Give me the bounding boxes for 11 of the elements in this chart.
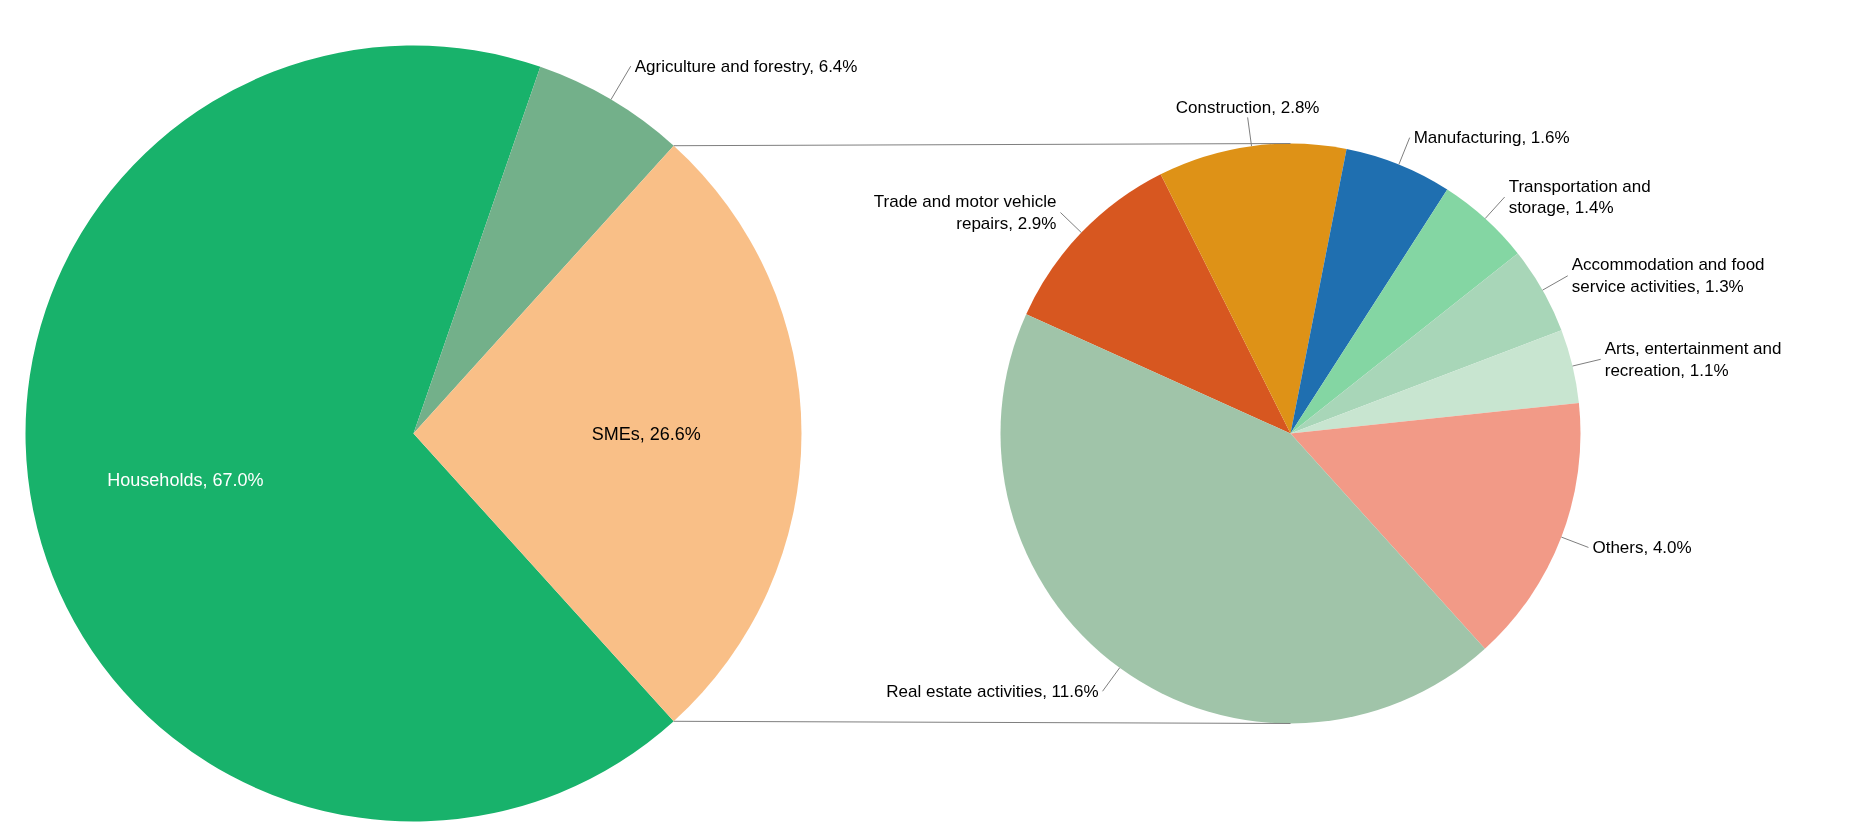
slice-label: Agriculture and forestry, 6.4% bbox=[634, 56, 858, 76]
slice-label: Transportation and storage, 1.4% bbox=[1508, 176, 1651, 218]
slice-label: Real estate activities, 11.6% bbox=[886, 681, 1099, 701]
slice-label: SMEs, 26.6% bbox=[591, 423, 701, 444]
slice-label: Construction, 2.8% bbox=[1175, 98, 1320, 118]
slice-label: Others, 4.0% bbox=[1592, 537, 1692, 557]
slice-label: Trade and motor vehicle repairs, 2.9% bbox=[873, 192, 1057, 233]
slice-label: Manufacturing, 1.6% bbox=[1413, 128, 1570, 148]
slice-label: Accommodation and food service activities, 1.3% bbox=[1571, 255, 1765, 297]
slice-label: Arts, entertainment and recreation, 1.1% bbox=[1604, 338, 1782, 380]
slice-label: Households, 67.0% bbox=[107, 469, 264, 490]
